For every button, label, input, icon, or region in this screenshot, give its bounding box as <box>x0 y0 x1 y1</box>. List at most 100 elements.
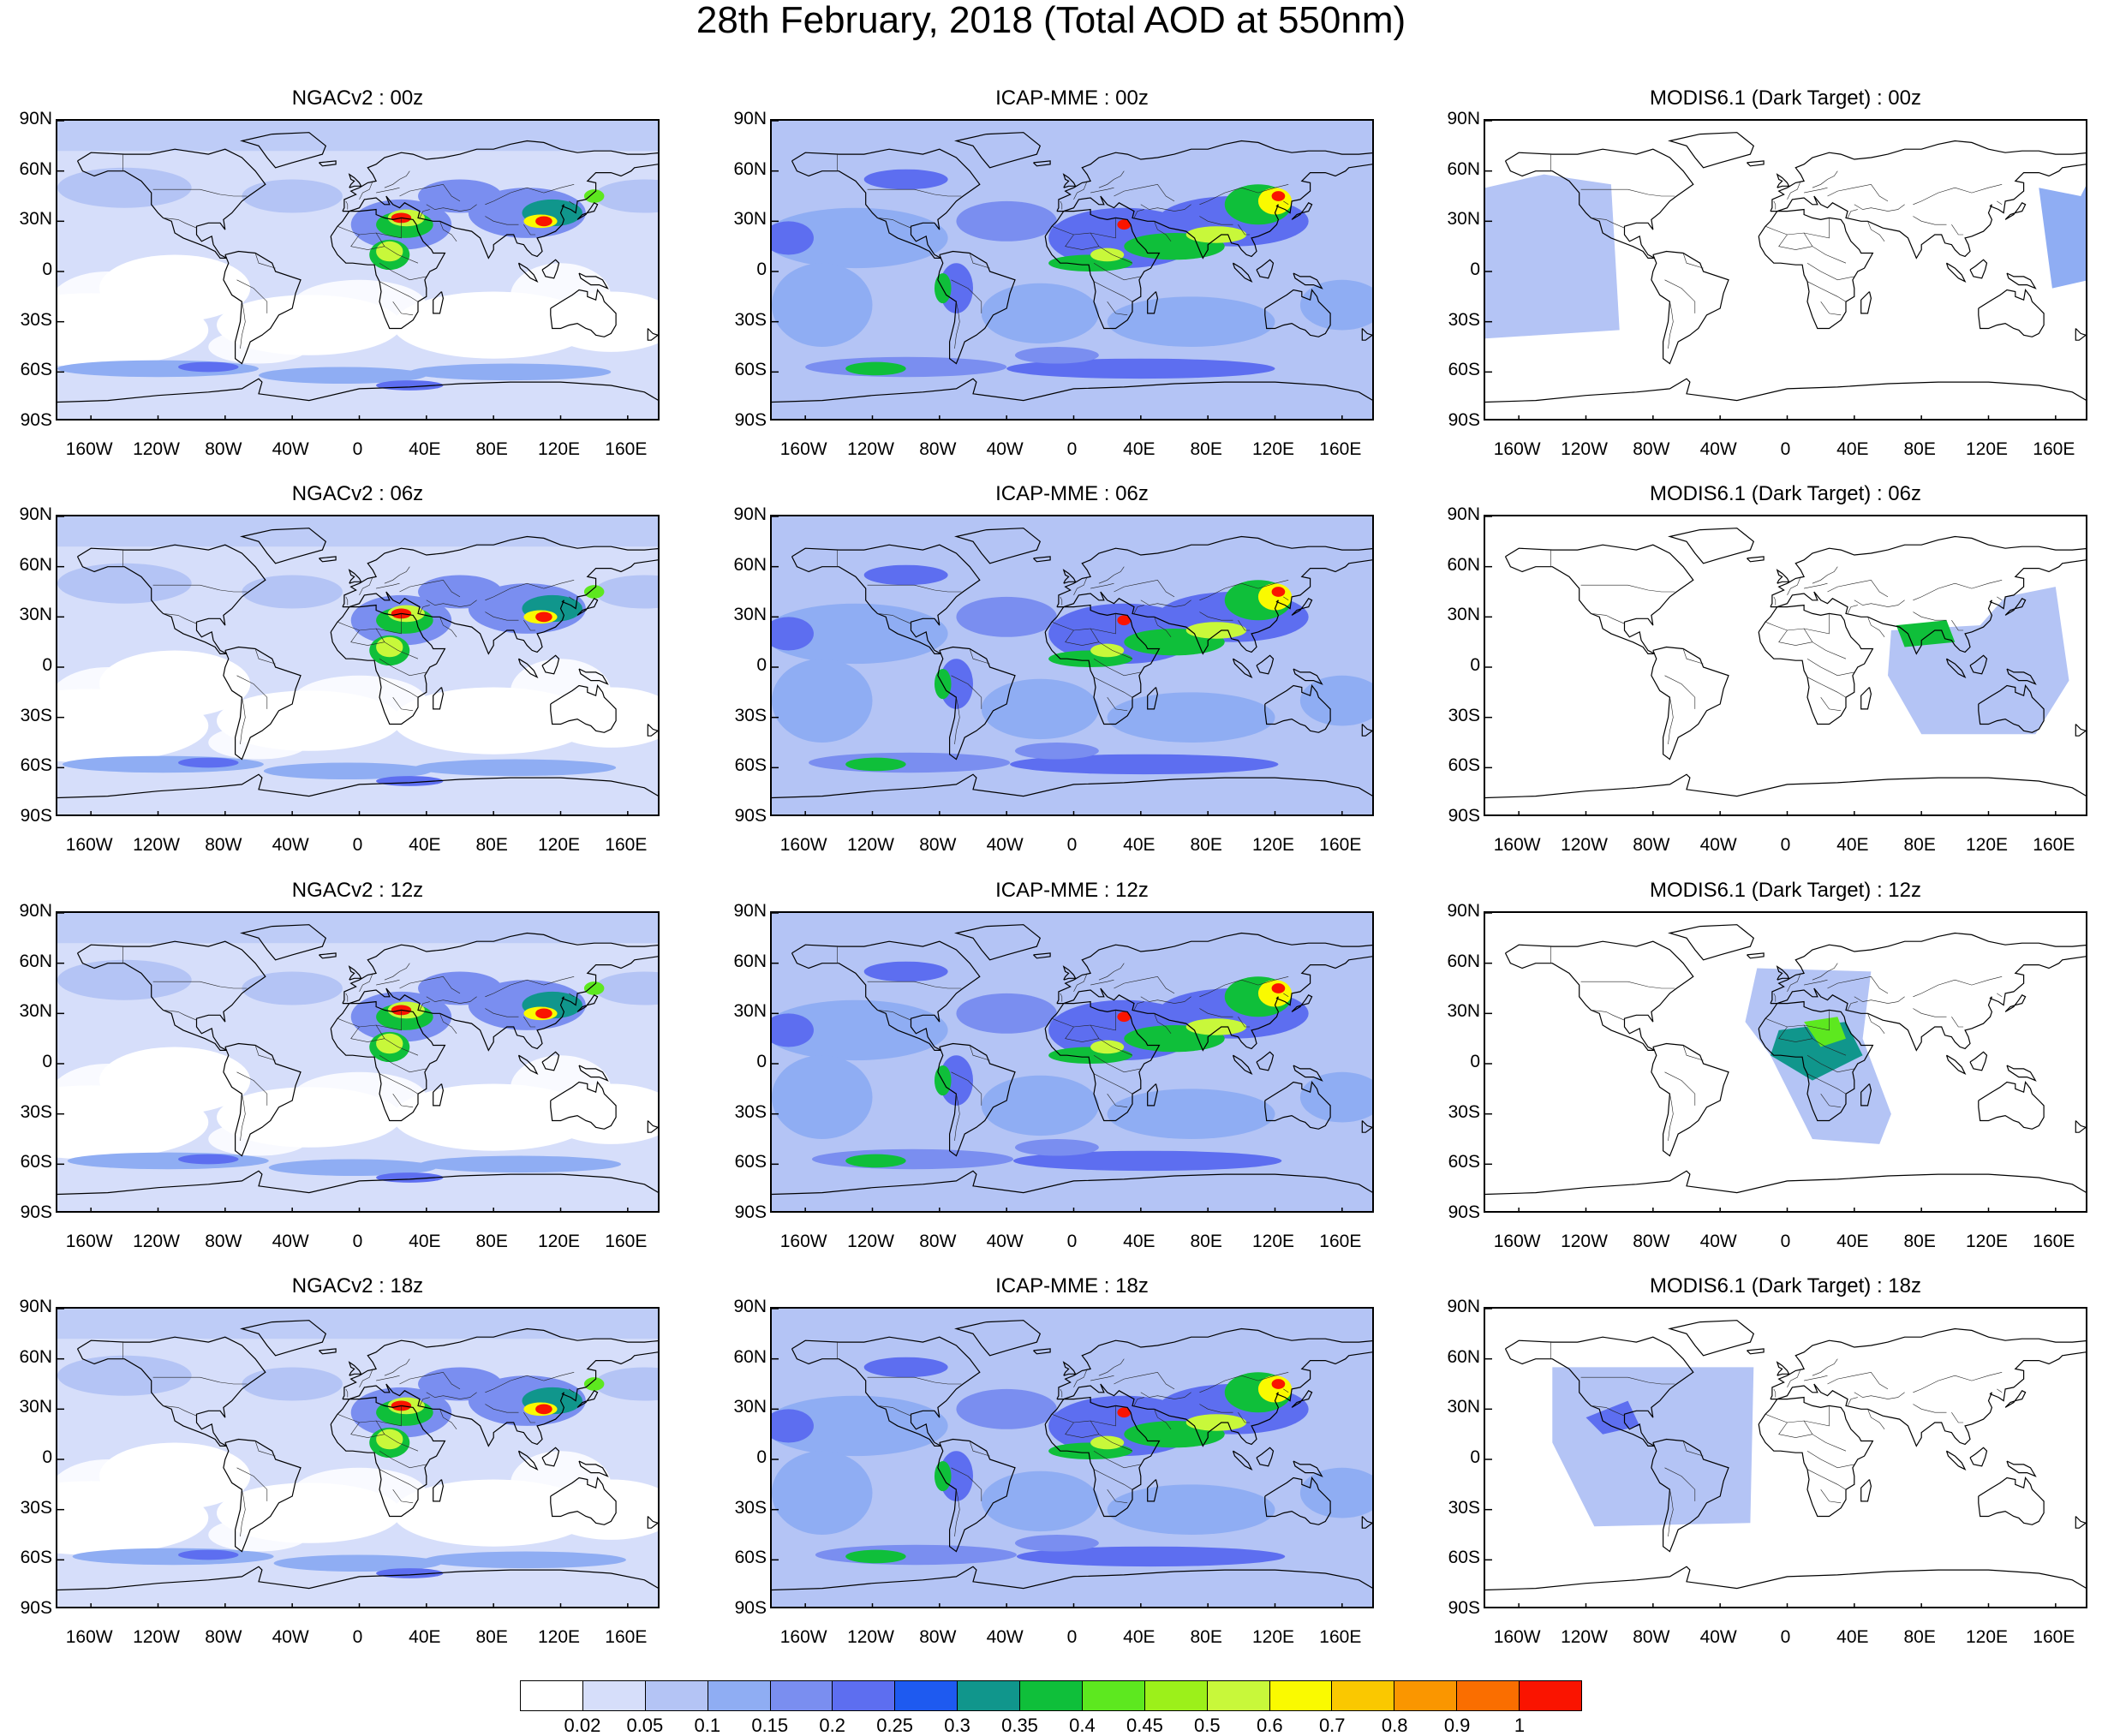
aod-field-blob <box>772 1451 873 1535</box>
coastline <box>433 291 445 314</box>
lon-tick-label: 80W <box>919 1627 957 1647</box>
lon-tick-label: 160E <box>1319 439 1362 459</box>
coastline <box>647 328 658 341</box>
lon-tick-label: 40W <box>1699 835 1737 855</box>
aod-field-blob <box>1117 219 1132 230</box>
coastline <box>1485 1566 2086 1591</box>
country-border <box>419 1001 430 1011</box>
coastline <box>433 1479 445 1502</box>
country-border <box>1664 1467 1696 1501</box>
country-border <box>1238 620 1251 631</box>
aod-field-blob <box>420 1155 621 1173</box>
lon-tick-label: 40E <box>1123 1627 1156 1647</box>
lon-tick-label: 80E <box>1190 835 1222 855</box>
lon-tick-label: 80E <box>475 1232 508 1251</box>
aod-field-blob <box>772 207 948 269</box>
coastline <box>348 965 362 981</box>
country-border <box>236 279 268 313</box>
country-border <box>1854 600 1905 607</box>
coastline <box>1668 528 1755 564</box>
lon-tick-label: 0 <box>1780 835 1791 855</box>
coastline <box>791 1336 981 1447</box>
country-border <box>914 981 962 989</box>
coastline <box>1293 272 1323 289</box>
lon-tick-label: 120E <box>1965 439 2009 459</box>
coastline <box>223 646 302 761</box>
lon-tick-label: 40W <box>272 1232 309 1251</box>
aod-field-blob <box>57 959 192 1000</box>
country-border <box>1773 1388 1777 1398</box>
country-border <box>254 253 276 269</box>
aod-field-blob <box>594 179 658 213</box>
coastline <box>57 378 658 403</box>
coastline <box>1747 952 1765 959</box>
coastline <box>319 952 337 959</box>
aod-map <box>772 913 1372 1211</box>
country-border <box>379 281 419 302</box>
country-border <box>1060 596 1063 606</box>
country-border <box>1951 1412 1964 1423</box>
country-border <box>1778 1026 1812 1042</box>
country-border <box>359 181 373 200</box>
country-border <box>163 1010 197 1021</box>
lat-tick-label: 0 <box>1470 1447 1480 1467</box>
aod-field-blob <box>939 263 973 313</box>
aod-field-blob <box>772 263 873 347</box>
country-border <box>379 658 427 677</box>
lat-tick-label: 30S <box>20 705 52 725</box>
country-border <box>1827 1371 1889 1390</box>
colorbar-label: 0.4 <box>1069 1715 1096 1736</box>
lon-tick-label: 40E <box>1123 1232 1156 1251</box>
lat-tick-label: 60N <box>19 1346 52 1367</box>
map-panel-icap-06z <box>770 515 1374 816</box>
aod-field-blob <box>981 283 1099 344</box>
country-border <box>1238 1412 1251 1423</box>
aod-field-blob <box>535 1008 552 1019</box>
aod-field-blob <box>1117 1407 1132 1418</box>
lat-tick-label: 90S <box>734 1598 767 1618</box>
lat-tick-label: 60N <box>19 951 52 971</box>
country-border <box>1773 200 1777 210</box>
colorbar-label: 0.6 <box>1256 1715 1283 1736</box>
country-border <box>1199 611 1233 621</box>
coastline <box>1056 140 1372 260</box>
coastline <box>578 1065 609 1082</box>
lat-tick-label: 30N <box>733 1397 767 1417</box>
coastline <box>1945 658 1967 679</box>
coastline <box>1978 289 2045 337</box>
country-border <box>1283 596 1289 601</box>
aod-field-blob <box>981 678 1099 740</box>
country-border <box>384 170 410 188</box>
coastline <box>954 132 1042 169</box>
aod-field-blob <box>956 993 1057 1034</box>
country-border <box>877 613 911 624</box>
aod-clean-region <box>57 667 167 735</box>
aod-field-blob <box>981 1471 1099 1532</box>
panel-title: NGACv2 : 12z <box>291 879 424 902</box>
coastline <box>1969 259 1988 279</box>
aod-field-blob <box>772 1409 814 1443</box>
coastline <box>2006 272 2037 289</box>
lon-tick-label: 160W <box>1493 1627 1541 1647</box>
lat-tick-label: 30S <box>734 309 767 330</box>
lon-tick-label: 120W <box>1561 1627 1608 1647</box>
lon-tick-label: 120W <box>133 835 180 855</box>
coastline <box>1969 654 1988 675</box>
lat-tick-label: 0 <box>42 260 52 279</box>
country-border <box>1051 218 1116 239</box>
country-border <box>163 218 197 229</box>
coastline <box>1293 1065 1323 1082</box>
lat-tick-label: 90N <box>1447 901 1480 921</box>
aod-field-blob <box>242 179 343 213</box>
coastline <box>647 1516 658 1529</box>
country-border <box>1765 1405 1830 1427</box>
lat-tick-label: 60N <box>1447 1346 1480 1367</box>
coastline <box>1978 684 2045 733</box>
aod-field-blob <box>845 361 906 376</box>
country-border <box>439 221 457 242</box>
country-border <box>375 1420 419 1452</box>
aod-polar-band <box>57 516 658 547</box>
country-border <box>236 1071 268 1106</box>
lon-tick-label: 0 <box>352 439 363 459</box>
aod-field-blob <box>1271 587 1286 597</box>
